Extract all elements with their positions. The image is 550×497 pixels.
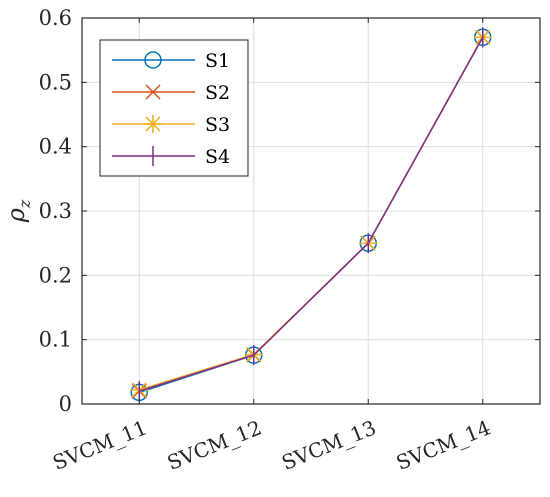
y-axis-label: ρz <box>2 199 34 223</box>
y-tick-label: 0.3 <box>39 199 72 223</box>
y-tick-label: 0.5 <box>39 70 72 94</box>
x-tick-labels: SVCM_11 SVCM_12 SVCM_13 SVCM_14 <box>49 415 494 474</box>
series-group <box>130 27 492 402</box>
data-point-x <box>145 84 161 100</box>
legend-label: S4 <box>205 146 230 168</box>
legend-item-s1: S1 <box>112 50 230 72</box>
x-tick-label: SVCM_13 <box>278 415 379 474</box>
y-axis-label-subscript: z <box>15 199 34 209</box>
legend-item-s3: S3 <box>112 114 230 136</box>
y-tick-label: 0.4 <box>39 135 72 159</box>
legend-box <box>99 39 249 177</box>
legend-label: S2 <box>205 82 230 104</box>
data-point-circle <box>144 51 162 69</box>
axis-ticks <box>82 17 540 405</box>
y-tick-label: 0.2 <box>39 263 72 287</box>
legend-label: S1 <box>205 50 230 72</box>
x-tick-label: SVCM_12 <box>164 415 265 474</box>
y-axis-label-main: ρ <box>2 208 30 223</box>
legend-label: S3 <box>205 114 230 136</box>
data-point-star <box>144 115 162 133</box>
legend: S1 S2 S3 S4 <box>99 39 249 177</box>
y-tick-label: 0.6 <box>39 6 72 30</box>
y-tick-labels: 0 0.1 0.2 0.3 0.4 0.5 0.6 <box>39 6 72 416</box>
y-tick-label: 0 <box>59 392 72 416</box>
legend-item-s2: S2 <box>112 82 230 104</box>
x-tick-label: SVCM_11 <box>49 415 150 474</box>
x-tick-label: SVCM_14 <box>393 415 494 474</box>
series-line <box>139 36 484 392</box>
legend-item-s4: S4 <box>112 146 230 168</box>
y-tick-label: 0.1 <box>39 328 72 352</box>
series-s4 <box>138 27 484 402</box>
